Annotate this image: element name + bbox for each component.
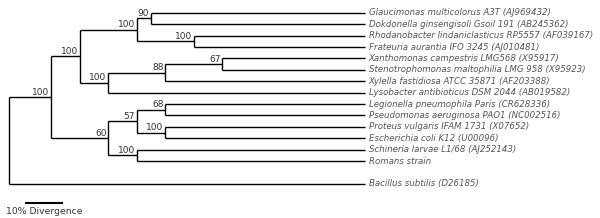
Text: 90: 90 [138, 9, 149, 18]
Text: 100: 100 [89, 73, 107, 82]
Text: Proteus vulgaris IFAM 1731 (X07652): Proteus vulgaris IFAM 1731 (X07652) [368, 122, 529, 131]
Text: 67: 67 [209, 54, 221, 64]
Text: 100: 100 [118, 20, 135, 29]
Text: Xanthomonas campestris LMG568 (X95917): Xanthomonas campestris LMG568 (X95917) [368, 54, 559, 63]
Text: Schineria larvae L1/68 (AJ252143): Schineria larvae L1/68 (AJ252143) [368, 145, 516, 154]
Text: Xylella fastidiosa ATCC 35871 (AF203388): Xylella fastidiosa ATCC 35871 (AF203388) [368, 77, 550, 86]
Text: 10% Divergence: 10% Divergence [6, 207, 82, 216]
Text: Frateuria aurantia IFO 3245 (AJ010481): Frateuria aurantia IFO 3245 (AJ010481) [368, 43, 539, 51]
Text: Dokdonella ginsengisoli Gsoil 191 (AB245362): Dokdonella ginsengisoli Gsoil 191 (AB245… [368, 20, 568, 29]
Text: 100: 100 [118, 146, 135, 155]
Text: Bacillus subtilis (D26185): Bacillus subtilis (D26185) [368, 179, 478, 188]
Text: Escherichia coli K12 (U00096): Escherichia coli K12 (U00096) [368, 134, 498, 143]
Text: 57: 57 [124, 112, 135, 121]
Text: 100: 100 [146, 123, 164, 132]
Text: 100: 100 [32, 88, 50, 97]
Text: Romans strain: Romans strain [368, 157, 431, 166]
Text: 88: 88 [152, 63, 164, 72]
Text: Glaucimonas multicolorus A3T (AJ969432): Glaucimonas multicolorus A3T (AJ969432) [368, 8, 550, 17]
Text: 100: 100 [61, 47, 78, 56]
Text: Pseudomonas aeruginosa PAO1 (NC002516): Pseudomonas aeruginosa PAO1 (NC002516) [368, 111, 560, 120]
Text: Rhodanobacter lindaniclasticus RP5557 (AF039167): Rhodanobacter lindaniclasticus RP5557 (A… [368, 31, 593, 40]
Text: 60: 60 [95, 129, 107, 138]
Text: 68: 68 [152, 100, 164, 109]
Text: 100: 100 [175, 32, 192, 41]
Text: Stenotrophomonas maltophilia LMG 958 (X95923): Stenotrophomonas maltophilia LMG 958 (X9… [368, 65, 585, 74]
Text: Legionella pneumophila Paris (CR628336): Legionella pneumophila Paris (CR628336) [368, 100, 550, 109]
Text: Lysobacter antibioticus DSM 2044 (AB019582): Lysobacter antibioticus DSM 2044 (AB0195… [368, 88, 570, 97]
